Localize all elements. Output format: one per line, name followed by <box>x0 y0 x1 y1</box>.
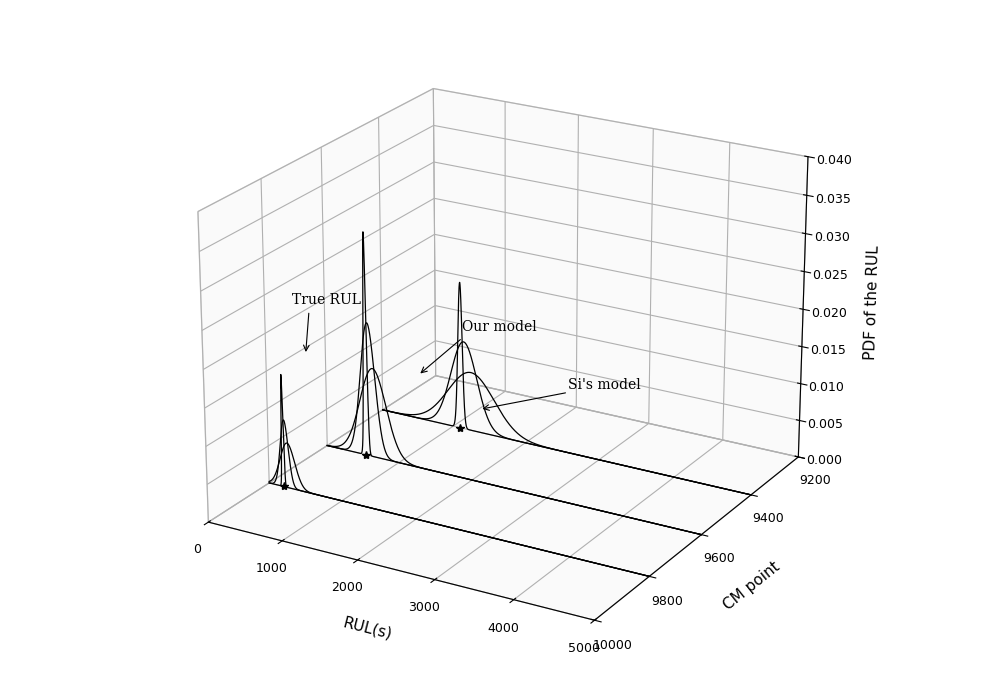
Y-axis label: CM point: CM point <box>721 559 783 613</box>
Text: Our model: Our model <box>462 320 537 334</box>
Text: Si's model: Si's model <box>568 378 641 392</box>
X-axis label: RUL(s): RUL(s) <box>341 615 394 642</box>
Text: True RUL: True RUL <box>292 292 361 307</box>
